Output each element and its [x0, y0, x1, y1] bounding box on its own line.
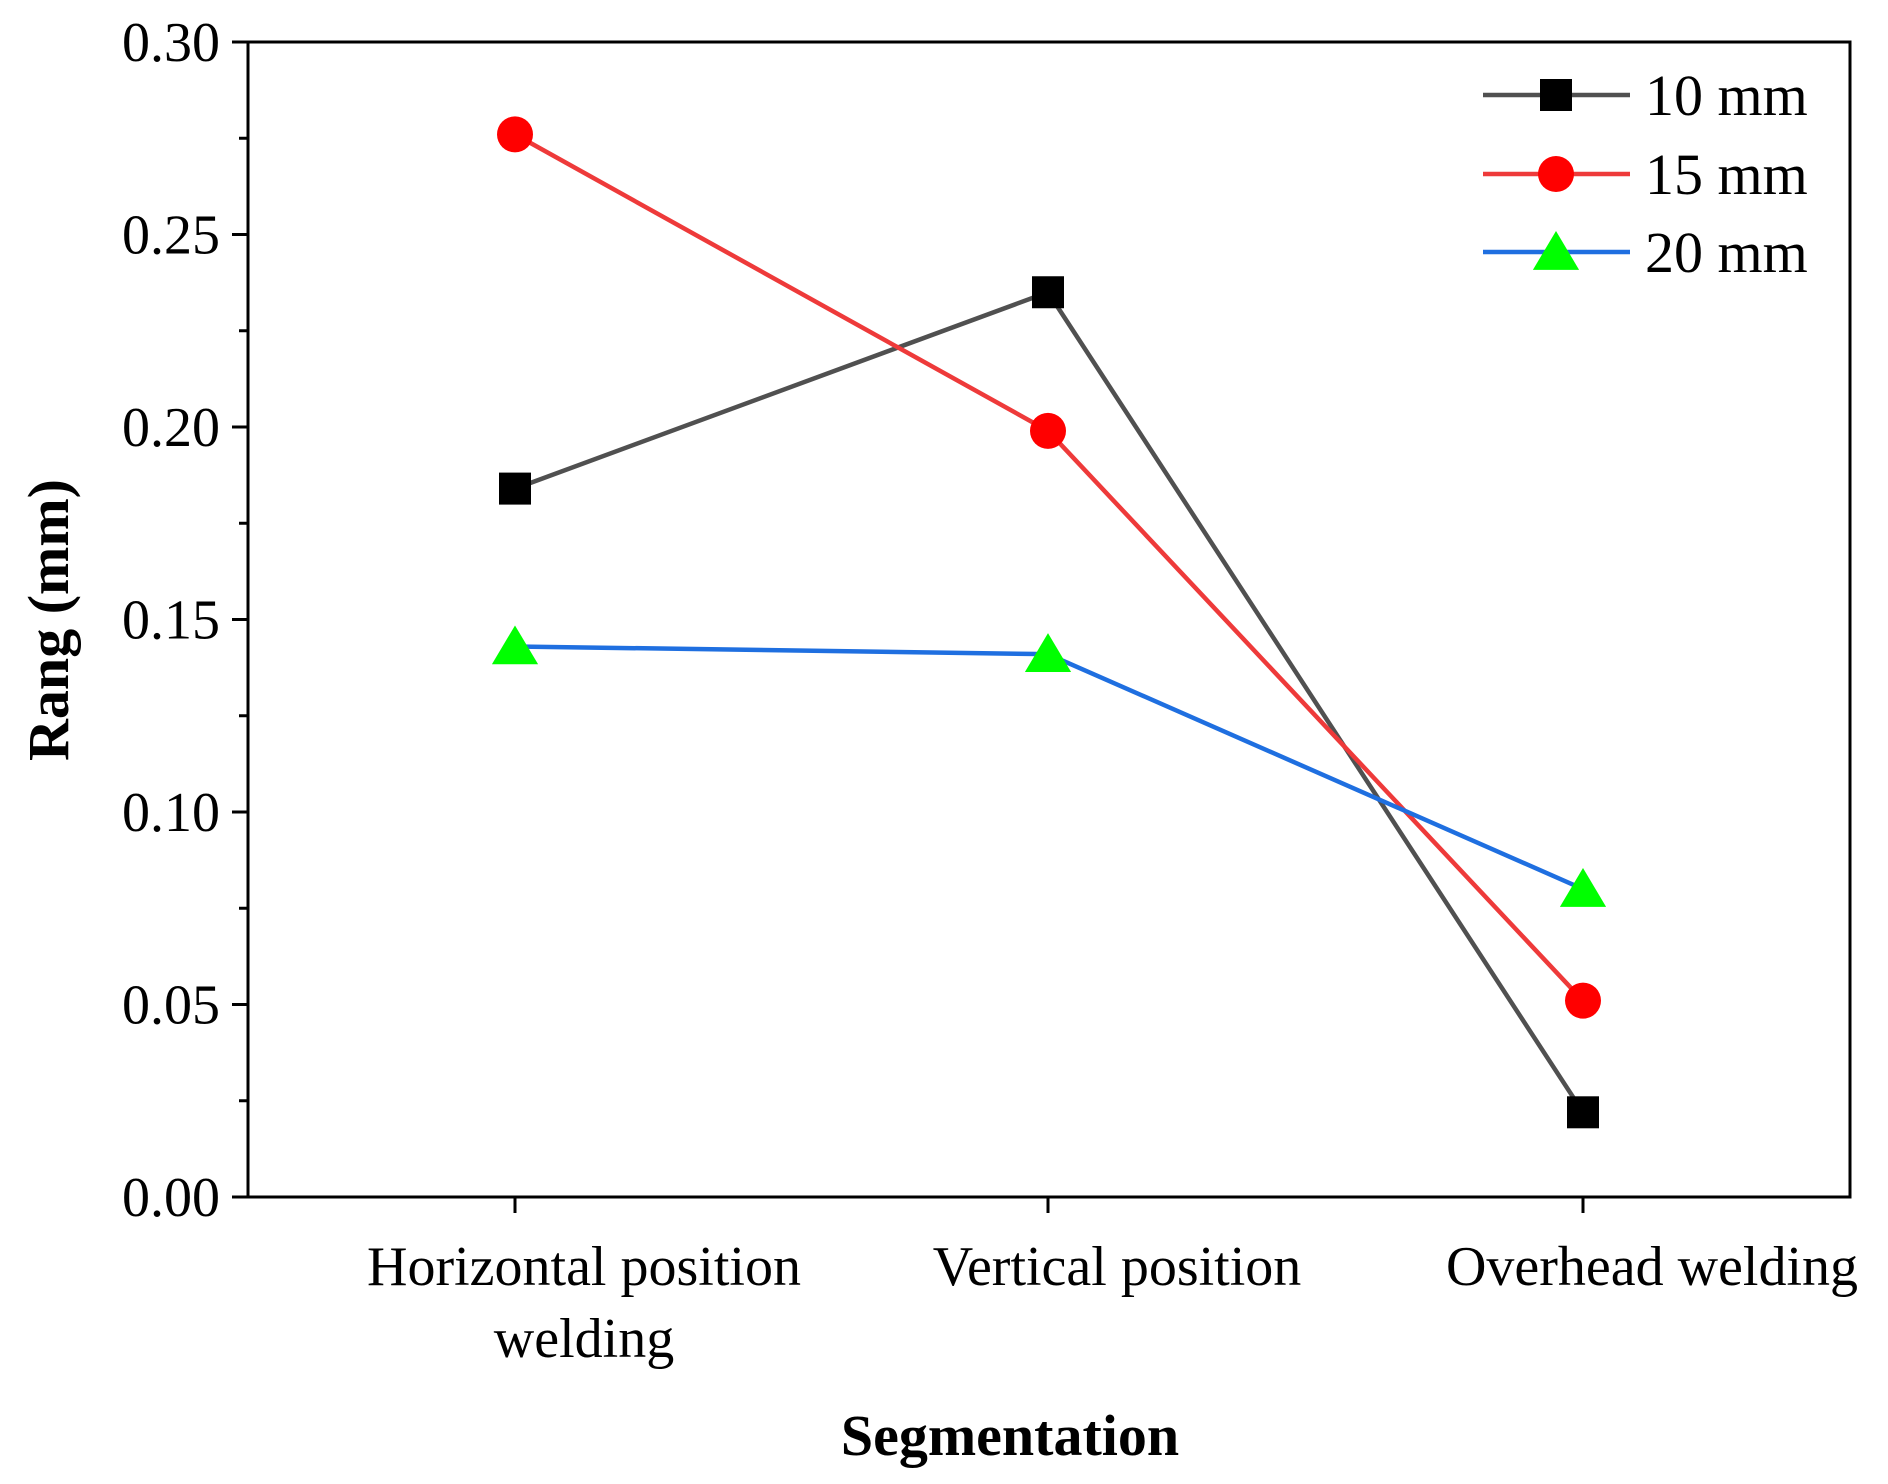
plot-frame: [246, 40, 1852, 1199]
x-axis-title: Segmentation: [841, 1403, 1179, 1468]
y-tick-label: 0.10: [122, 782, 220, 844]
legend-label: 10 mm: [1645, 63, 1808, 128]
data-point-15-mm: [1565, 982, 1601, 1019]
legend-label: 20 mm: [1645, 220, 1808, 285]
y-axis-title: Rang (mm): [16, 479, 81, 761]
legend: 10 mm 15 mm 20 mm: [1483, 63, 1808, 285]
legend-label: 15 mm: [1645, 142, 1808, 207]
legend-marker: [1538, 156, 1574, 192]
x-tick-label: Horizontal position welding: [367, 1236, 801, 1370]
series-markers: [491, 116, 1607, 1129]
data-point-15-mm: [497, 116, 533, 153]
data-point-20-mm: [491, 625, 539, 665]
x-tick-label: Overhead welding: [1446, 1236, 1858, 1298]
y-tick-label: 0.30: [122, 12, 220, 74]
y-tick-label: 0.25: [122, 205, 220, 267]
data-point-20-mm: [1559, 868, 1607, 907]
y-tick-label: 0.15: [122, 590, 220, 652]
data-point-15-mm: [1030, 412, 1066, 449]
x-tick-label: Vertical position: [933, 1236, 1302, 1298]
legend-marker: [1540, 79, 1572, 111]
legend-marker: [1532, 231, 1580, 270]
axis-ticks: 0.00 0.05 0.10 0.15 0.20 0.25 0.30 Horizontal p…: [122, 12, 1858, 1370]
data-point-10-mm: [1567, 1096, 1599, 1129]
plot-border: [246, 40, 1852, 1199]
x-tick-label-line: Overhead welding: [1446, 1236, 1858, 1298]
y-tick-label: 0.20: [122, 397, 220, 459]
x-tick-label-line: Horizontal position: [367, 1236, 801, 1298]
data-point-10-mm: [1032, 276, 1064, 309]
y-tick-label: 0.00: [122, 1167, 220, 1229]
series-group: [491, 116, 1607, 1129]
y-tick-label: 0.05: [122, 975, 220, 1037]
x-tick-label-line: welding: [494, 1308, 674, 1370]
data-point-10-mm: [499, 472, 531, 505]
series-line-20-mm: [514, 644, 1584, 892]
x-tick-label-line: Vertical position: [933, 1236, 1302, 1298]
data-point-20-mm: [1024, 633, 1072, 672]
